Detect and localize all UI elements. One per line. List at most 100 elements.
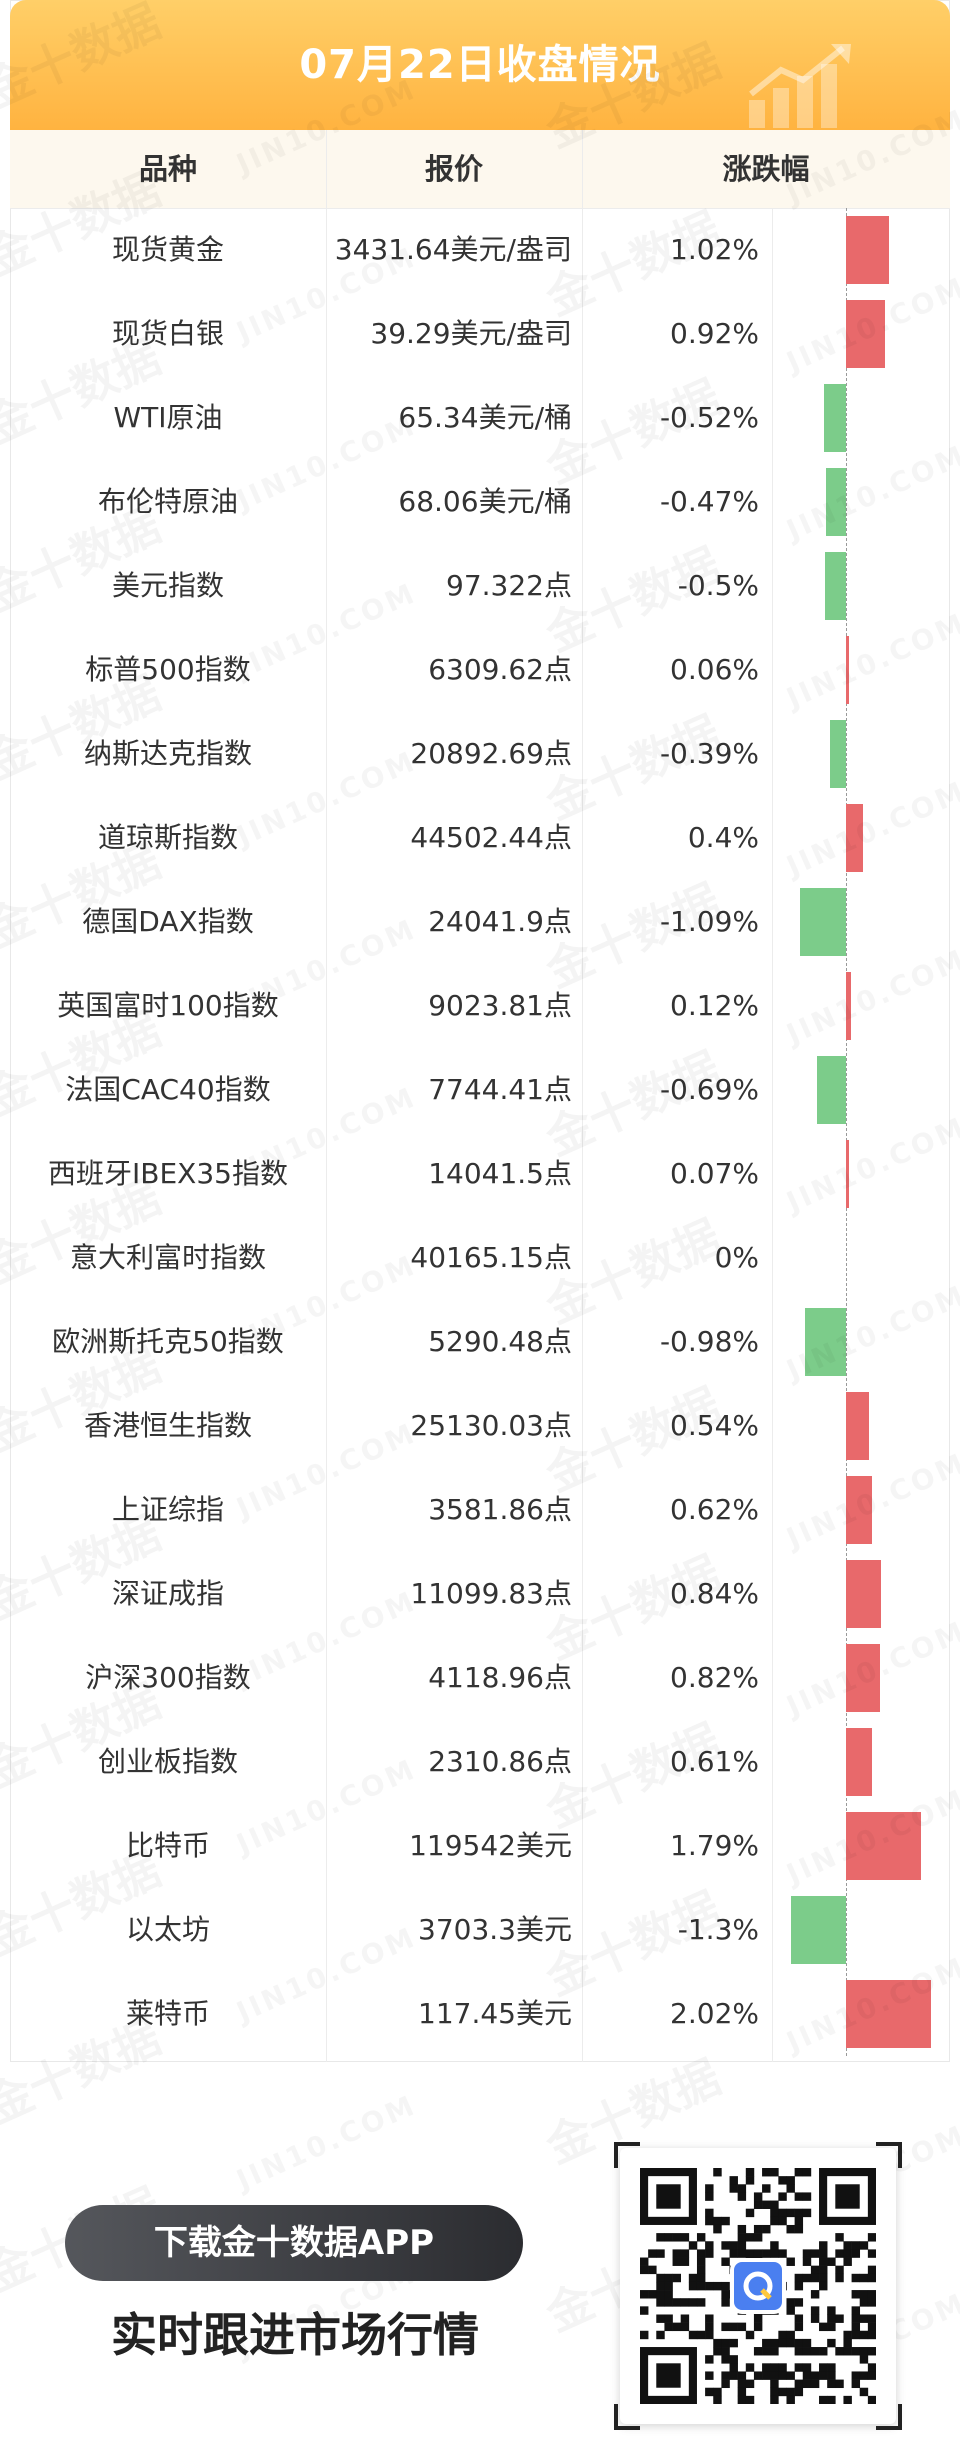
row-change: 0.84% [670, 1577, 759, 1610]
row-name: 布伦特原油 [97, 485, 238, 518]
change-bar-up [846, 1476, 873, 1544]
row-change: -1.3% [677, 1913, 759, 1946]
chart-growth-icon [749, 44, 851, 128]
market-table-card [10, 0, 950, 2062]
table-row: 莱特币 117.45美元 2.02% [10, 1972, 950, 2056]
table-row: 德国DAX指数 24041.9点 -1.09% [10, 880, 950, 964]
table-row: 沪深300指数 4118.96点 0.82% [10, 1636, 950, 1720]
table-row: 现货黄金 3431.64美元/盎司 1.02% [10, 208, 950, 292]
row-change: 0.12% [670, 989, 759, 1022]
row-price: 65.34美元/桶 [398, 401, 572, 434]
row-change: 0.06% [670, 653, 759, 686]
table-row: 创业板指数 2310.86点 0.61% [10, 1720, 950, 1804]
change-bar-up [846, 972, 852, 1040]
row-name: 上证综指 [111, 1493, 224, 1526]
column-divider [582, 130, 583, 2062]
change-bar-up [846, 216, 889, 284]
row-price: 119542美元 [409, 1829, 572, 1862]
qr-corner [876, 2404, 902, 2430]
change-bar-up [846, 1812, 922, 1880]
qr-corner [876, 2142, 902, 2168]
page-title: 07月22日收盘情况 [299, 42, 661, 88]
row-price: 3703.3美元 [418, 1913, 572, 1946]
table-header: 品种 报价 涨跌幅 [10, 130, 950, 209]
column-divider [772, 208, 773, 2062]
row-change: -0.5% [677, 569, 759, 602]
row-price: 44502.44点 [410, 821, 572, 854]
row-price: 25130.03点 [410, 1409, 572, 1442]
row-name: 以太坊 [125, 1913, 210, 1946]
row-name: 法国CAC40指数 [65, 1073, 271, 1106]
change-bar-down [829, 720, 846, 788]
row-name: 沪深300指数 [85, 1661, 251, 1694]
change-bar-up [846, 1140, 849, 1208]
row-name: 比特币 [125, 1829, 210, 1862]
qr-corner [614, 2404, 640, 2430]
row-price: 24041.9点 [428, 905, 572, 938]
row-change: 0.54% [670, 1409, 759, 1442]
table-row: 美元指数 97.322点 -0.5% [10, 544, 950, 628]
row-price: 14041.5点 [428, 1157, 572, 1190]
table-row: 比特币 119542美元 1.79% [10, 1804, 950, 1888]
row-price: 11099.83点 [410, 1577, 572, 1610]
table-row: 法国CAC40指数 7744.41点 -0.69% [10, 1048, 950, 1132]
row-price: 5290.48点 [428, 1325, 572, 1358]
row-name: 欧洲斯托克50指数 [52, 1325, 284, 1358]
cta-subtitle: 实时跟进市场行情 [111, 2308, 479, 2362]
row-change: 2.02% [670, 1997, 759, 2030]
row-name: 美元指数 [111, 569, 224, 602]
table-row: 现货白银 39.29美元/盎司 0.92% [10, 292, 950, 376]
change-bar-down [817, 1056, 846, 1124]
row-name: 现货黄金 [111, 233, 224, 266]
change-bar-down [824, 384, 846, 452]
header-name: 品种 [138, 152, 197, 186]
row-price: 117.45美元 [418, 1997, 572, 2030]
row-name: 创业板指数 [97, 1745, 238, 1778]
row-price: 3581.86点 [428, 1493, 572, 1526]
row-price: 20892.69点 [410, 737, 572, 770]
change-bar-up [846, 804, 863, 872]
change-bar-up [846, 1980, 931, 2048]
column-divider [326, 130, 327, 2062]
change-bar-up [846, 1644, 881, 1712]
row-change: -0.52% [659, 401, 759, 434]
change-bar-up [846, 300, 885, 368]
row-change: 0.62% [670, 1493, 759, 1526]
change-bar-up [846, 1560, 882, 1628]
row-change: -0.47% [659, 485, 759, 518]
row-name: 标普500指数 [85, 653, 251, 686]
row-change: 0.92% [670, 317, 759, 350]
row-price: 68.06美元/桶 [398, 485, 572, 518]
row-price: 4118.96点 [428, 1661, 572, 1694]
row-change: 0% [714, 1241, 759, 1274]
row-price: 3431.64美元/盎司 [334, 233, 572, 266]
row-name: 现货白银 [111, 317, 224, 350]
row-price: 39.29美元/盎司 [370, 317, 572, 350]
table-row: 纳斯达克指数 20892.69点 -0.39% [10, 712, 950, 796]
change-bar-down [800, 888, 846, 956]
row-name: 意大利富时指数 [69, 1241, 266, 1274]
table-row: 英国富时100指数 9023.81点 0.12% [10, 964, 950, 1048]
qr-corner [614, 2142, 640, 2168]
row-change: 1.79% [670, 1829, 759, 1862]
row-change: 0.61% [670, 1745, 759, 1778]
change-bar-down [825, 552, 846, 620]
table-row: WTI原油 65.34美元/桶 -0.52% [10, 376, 950, 460]
change-bar-down [804, 1308, 846, 1376]
row-change: 1.02% [670, 233, 759, 266]
row-change: 0.07% [670, 1157, 759, 1190]
app-logo-icon [730, 2258, 786, 2314]
row-name: 纳斯达克指数 [83, 737, 252, 770]
download-app-button[interactable]: 下载金十数据APP [65, 2205, 523, 2281]
row-name: 莱特币 [125, 1997, 210, 2030]
title-banner: 07月22日收盘情况 [10, 0, 950, 130]
row-price: 97.322点 [446, 569, 572, 602]
row-name: 德国DAX指数 [82, 905, 254, 938]
change-bar-down [791, 1896, 846, 1964]
table-row: 上证综指 3581.86点 0.62% [10, 1468, 950, 1552]
row-price: 6309.62点 [428, 653, 572, 686]
row-price: 2310.86点 [428, 1745, 572, 1778]
qr-code[interactable] [614, 2142, 902, 2430]
row-name: 香港恒生指数 [83, 1409, 252, 1442]
zero-axis-line [846, 208, 847, 2056]
